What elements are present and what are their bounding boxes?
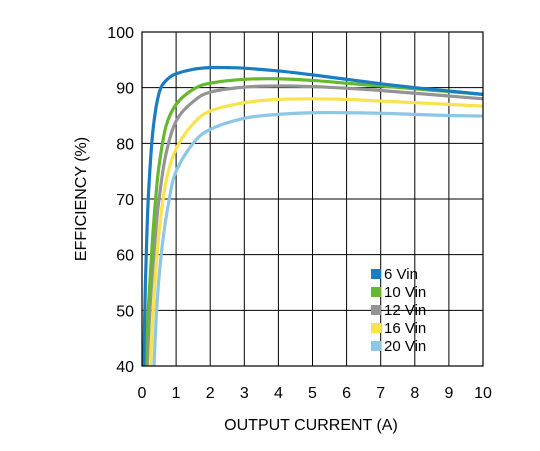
grid-layer <box>142 32 483 366</box>
y-tick-label: 100 <box>107 25 134 42</box>
x-tick-label: 2 <box>206 385 215 402</box>
x-tick-label: 3 <box>240 385 249 402</box>
series-line-12-vin <box>145 84 483 366</box>
y-tick-labels: 40 50 60 70 80 90 100 <box>107 25 134 376</box>
x-tick-label: 1 <box>172 385 181 402</box>
series-line-10-vin <box>143 77 483 366</box>
legend-label-10-vin: 10 Vin <box>384 284 426 301</box>
y-tick-label: 50 <box>116 303 134 320</box>
x-tick-label: 0 <box>138 385 147 402</box>
x-tick-label: 4 <box>274 385 283 402</box>
x-tick-label: 9 <box>444 385 453 402</box>
y-tick-label: 90 <box>116 81 134 98</box>
legend-swatch-12-vin <box>371 305 381 315</box>
x-tick-labels: 0 1 2 3 4 5 6 7 8 9 10 <box>138 385 492 402</box>
series-line-6-vin <box>142 65 483 366</box>
x-tick-label: 8 <box>410 385 419 402</box>
legend-label-12-vin: 12 Vin <box>384 302 426 319</box>
x-axis-title: OUTPUT CURRENT (A) <box>224 417 398 434</box>
legend-label-20-vin: 20 Vin <box>384 338 426 355</box>
legend-label-6-vin: 6 Vin <box>384 266 418 283</box>
y-axis-title: EFFICIENCY (%) <box>73 137 90 261</box>
series-line-20-vin <box>152 110 483 366</box>
y-tick-label: 60 <box>116 248 134 265</box>
x-tick-label: 10 <box>474 385 492 402</box>
plot-border <box>141 31 484 367</box>
x-tick-label: 6 <box>342 385 351 402</box>
legend-swatch-16-vin <box>371 323 381 333</box>
series-layer <box>142 65 483 366</box>
legend-swatch-10-vin <box>371 287 381 297</box>
y-tick-label: 70 <box>116 192 134 209</box>
series-line-16-vin <box>148 97 483 366</box>
legend-label-16-vin: 16 Vin <box>384 320 426 337</box>
legend-swatch-6-vin <box>371 269 381 279</box>
x-tick-label: 5 <box>308 385 317 402</box>
legend-swatch-20-vin <box>371 341 381 351</box>
y-tick-label: 40 <box>116 359 134 376</box>
x-tick-label: 7 <box>376 385 385 402</box>
y-tick-label: 80 <box>116 136 134 153</box>
plot-frame <box>141 31 484 367</box>
